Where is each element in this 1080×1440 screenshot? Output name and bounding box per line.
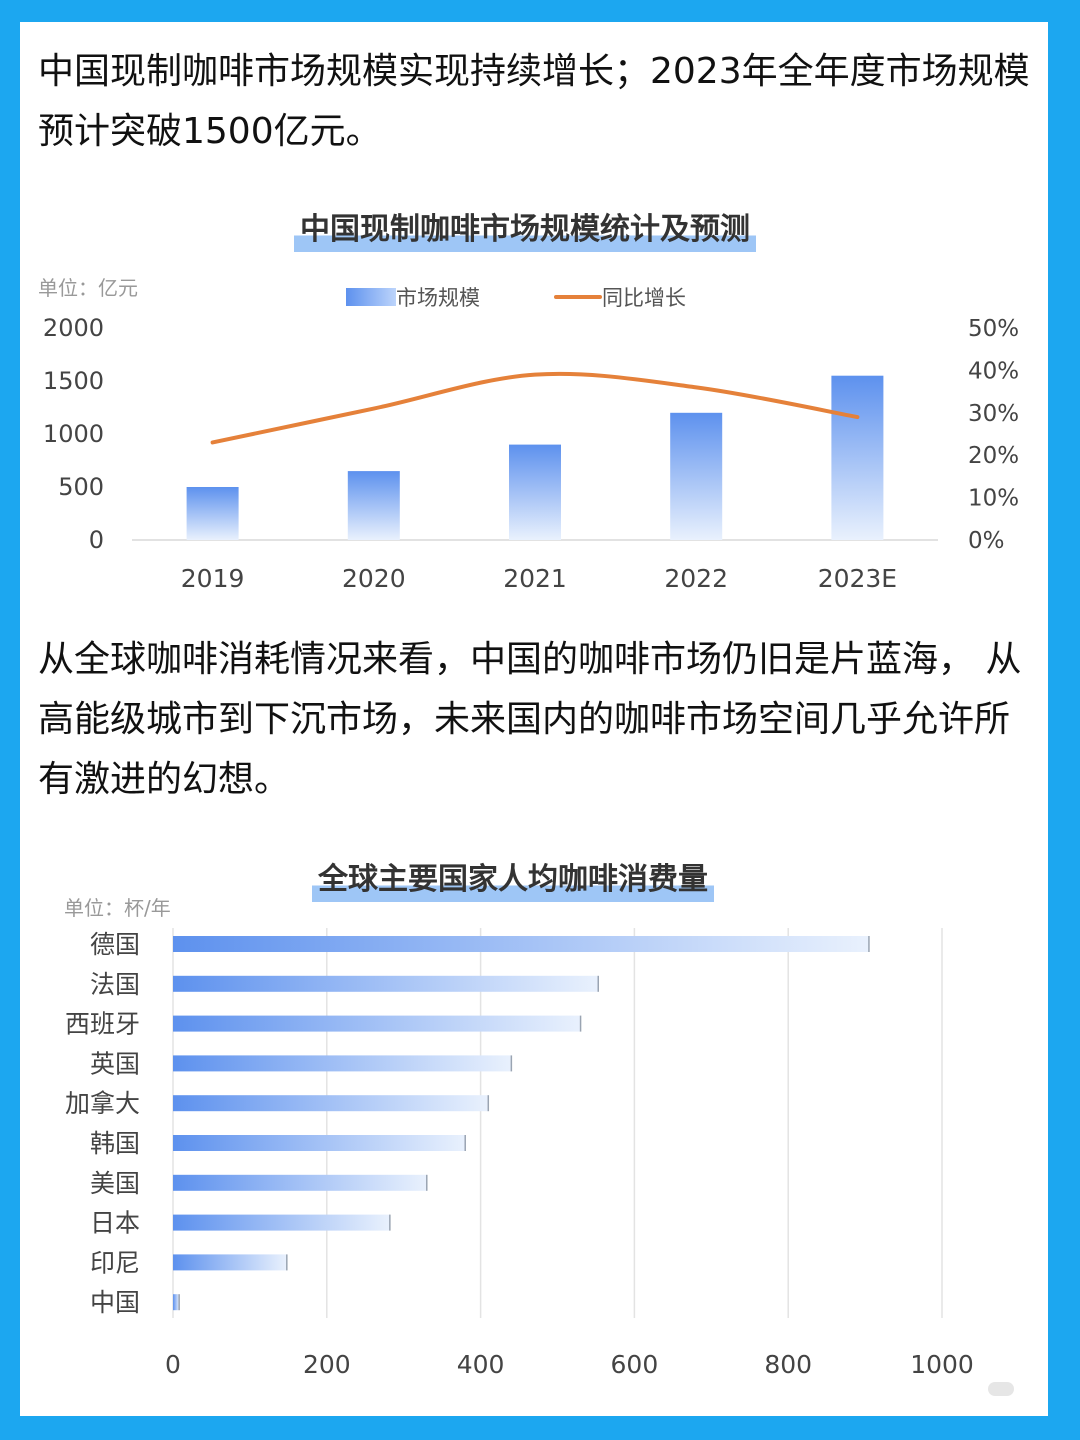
x-axis-tick-label: 2019 xyxy=(181,564,245,593)
intro-paragraph: 中国现制咖啡市场规模实现持续增长；2023年全年度市场规模预计突破1500亿元。 xyxy=(38,51,1030,152)
legend-bar-swatch xyxy=(346,288,396,306)
x-axis-tick-label: 2021 xyxy=(503,564,567,593)
right-axis-tick-label: 20% xyxy=(968,443,1019,469)
x-axis-tick-label: 2020 xyxy=(342,564,406,593)
consumption-bar xyxy=(173,1214,390,1231)
left-axis-tick-label: 500 xyxy=(58,473,104,501)
market-size-bar xyxy=(186,487,239,540)
right-axis-tick-label: 30% xyxy=(968,401,1019,427)
consumption-bar xyxy=(173,975,599,992)
consumption-bar xyxy=(173,1294,180,1311)
right-axis-tick-label: 0% xyxy=(968,528,1005,554)
x-axis-tick-label: 2022 xyxy=(664,564,728,593)
consumption-bar xyxy=(173,936,869,952)
legend-label-yoy-growth: 同比增长 xyxy=(602,286,686,310)
country-label: 加拿大 xyxy=(65,1089,140,1118)
yoy-growth-line xyxy=(210,371,860,445)
x-axis-tick-label: 400 xyxy=(457,1350,505,1379)
left-axis-tick-label: 0 xyxy=(89,526,104,554)
market-chart-title: 中国现制咖啡市场规模统计及预测 xyxy=(294,200,756,252)
x-axis-tick-label: 0 xyxy=(165,1350,181,1379)
x-axis-tick-label: 2023E xyxy=(818,564,897,593)
consumption-bar xyxy=(173,1055,512,1072)
country-label: 韩国 xyxy=(90,1129,140,1158)
left-axis-tick-label: 2000 xyxy=(43,314,104,342)
legend-item-market-size: 市场规模 xyxy=(346,282,480,312)
right-axis-tick-label: 10% xyxy=(968,486,1019,512)
country-label: 英国 xyxy=(90,1049,140,1078)
x-axis-tick-label: 600 xyxy=(611,1350,659,1379)
legend-line-swatch xyxy=(554,295,602,299)
market-chart-unit: 单位：亿元 xyxy=(38,276,138,300)
legend-label-market-size: 市场规模 xyxy=(396,286,480,310)
consumption-bar xyxy=(173,1015,581,1032)
global-consumption-paragraph: 从全球咖啡消耗情况来看，中国的咖啡市场仍旧是片蓝海， 从高能级城市到下沉市场，未… xyxy=(38,639,1022,800)
country-label: 印尼 xyxy=(90,1248,140,1277)
country-label: 德国 xyxy=(90,930,140,959)
country-label: 西班牙 xyxy=(65,1010,140,1039)
market-size-bar xyxy=(831,375,884,540)
left-axis-tick-label: 1000 xyxy=(43,420,104,448)
country-label: 法国 xyxy=(90,970,140,999)
market-size-bar xyxy=(347,471,400,540)
left-axis-tick-label: 1500 xyxy=(43,367,104,395)
market-size-bar xyxy=(670,412,723,540)
legend-item-yoy-growth: 同比增长 xyxy=(554,282,686,312)
market-size-chart: 2000 1500 1000 500 0 50% 40% 30% 20% 10% 0% 2019 202… xyxy=(43,314,1019,593)
content-card: 中国现制咖啡市场规模实现持续增长；2023年全年度市场规模预计突破1500亿元。… xyxy=(20,22,1048,1416)
consumption-chart-title: 全球主要国家人均咖啡消费量 xyxy=(312,850,714,902)
market-chart-legend: 市场规模 同比增长 xyxy=(346,282,766,312)
consumption-bar xyxy=(173,1174,427,1191)
watermark-icon xyxy=(988,1382,1014,1396)
country-label: 中国 xyxy=(90,1288,140,1317)
consumption-bar xyxy=(173,1254,287,1271)
consumption-bar xyxy=(173,1135,466,1151)
consumption-chart-unit: 单位：杯/年 xyxy=(64,896,171,920)
right-axis-tick-label: 50% xyxy=(968,316,1019,342)
right-axis-tick-label: 40% xyxy=(968,358,1019,384)
market-size-bar xyxy=(509,444,561,540)
x-axis-tick-label: 200 xyxy=(303,1350,351,1379)
country-label: 日本 xyxy=(90,1209,140,1238)
country-label: 美国 xyxy=(90,1169,140,1198)
x-axis-tick-label: 1000 xyxy=(910,1350,974,1379)
x-axis-tick-label: 800 xyxy=(764,1350,812,1379)
consumption-bar xyxy=(173,1095,489,1112)
